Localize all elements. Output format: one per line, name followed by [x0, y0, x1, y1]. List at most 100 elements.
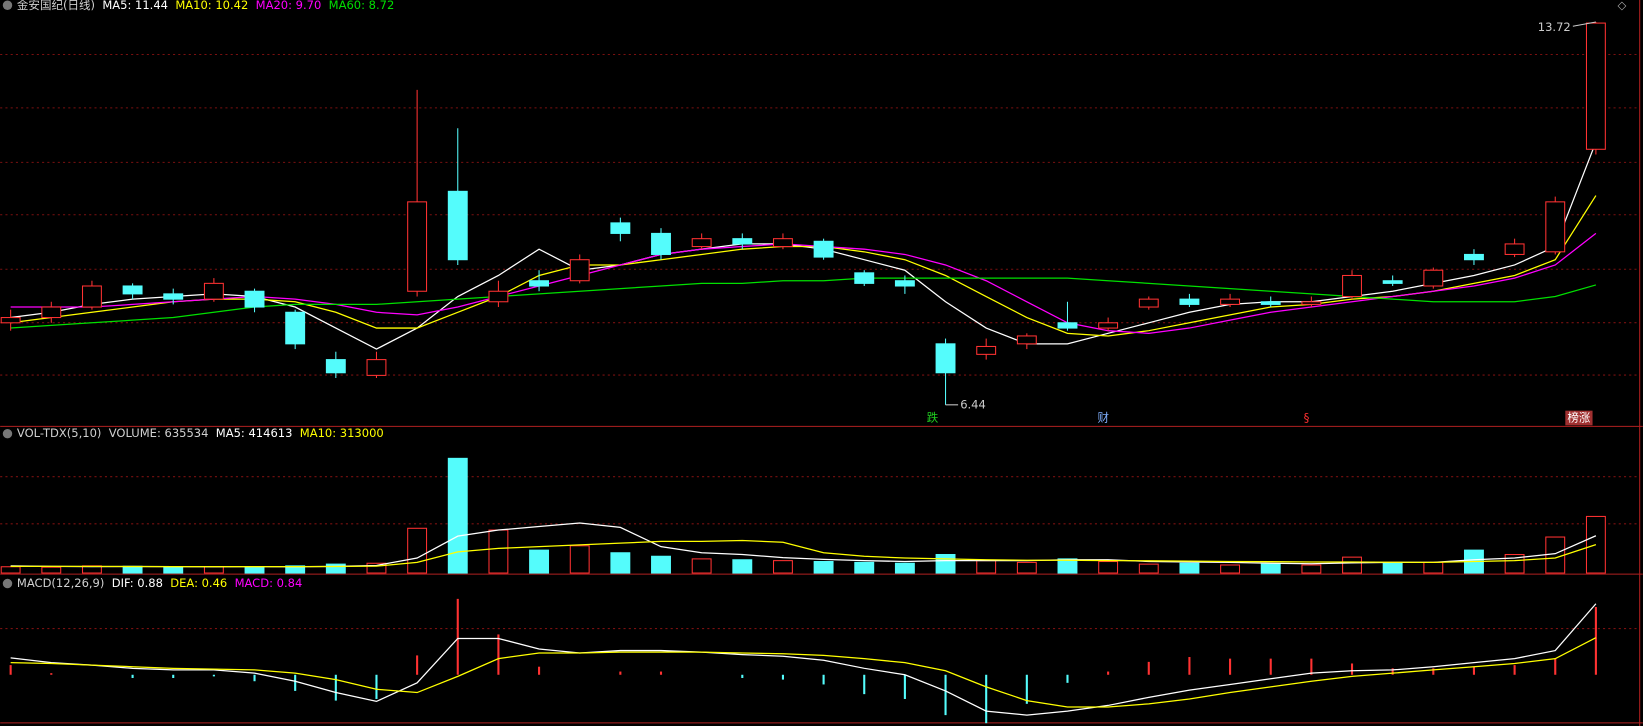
window-controls[interactable]: ◇ — [1617, 0, 1626, 12]
volume-bar — [203, 566, 224, 574]
volume-bar — [122, 565, 143, 574]
volume-bar — [1260, 563, 1281, 574]
legend-label: MACD(12,26,9) — [17, 576, 104, 590]
volume-bar — [976, 560, 997, 574]
candle-body — [691, 238, 712, 248]
candle-body — [203, 282, 224, 300]
candle-body — [1382, 280, 1403, 284]
candle-body — [163, 293, 184, 300]
ma-line — [10, 195, 1597, 337]
ma-line — [10, 277, 1597, 329]
candle-body — [41, 306, 62, 319]
event-marker[interactable]: 跌 — [927, 411, 939, 425]
event-marker[interactable]: 榜涨 — [1567, 411, 1591, 425]
candle-body — [732, 238, 753, 245]
event-marker[interactable]: § — [1304, 411, 1310, 425]
event-marker[interactable]: 财 — [1098, 411, 1110, 425]
volume-bar — [1057, 558, 1078, 574]
volume-bar — [407, 527, 428, 574]
legend-label: VOLUME: 635534 — [109, 426, 209, 440]
candle-body — [122, 285, 143, 295]
volume-bar — [569, 545, 590, 574]
volume-bar — [935, 553, 956, 574]
candle-body — [813, 240, 834, 258]
candle-body — [1057, 322, 1078, 329]
candle-body — [325, 359, 346, 374]
legend-label: 金安国纪(日线) — [17, 0, 95, 12]
annotation-arrow — [1572, 21, 1596, 27]
candle-body — [1464, 253, 1484, 261]
legend-label: MA5: 414613 — [216, 426, 293, 440]
legend-label: MA5: 11.44 — [102, 0, 168, 12]
candle-body — [1098, 322, 1119, 329]
candle-body — [1179, 298, 1200, 305]
volume-bar — [447, 457, 468, 574]
min-price-label: 6.44 — [960, 397, 986, 411]
max-price-label: 13.72 — [1538, 20, 1571, 34]
legend-label: VOL-TDX(5,10) — [17, 426, 101, 440]
legend-label: MA20: 9.70 — [256, 0, 322, 12]
legend-label: MA60: 8.72 — [329, 0, 395, 12]
volume-bar — [244, 567, 265, 574]
legend-label: MACD: 0.84 — [235, 576, 303, 590]
volume-bar — [691, 558, 712, 574]
panel-menu-icon[interactable] — [2, 429, 13, 439]
volume-bar — [610, 552, 631, 574]
candle-body — [1585, 22, 1606, 150]
ma-line — [10, 603, 1597, 716]
volume-bar — [1423, 561, 1444, 574]
volume-bar — [41, 566, 62, 574]
candle-body — [1260, 301, 1281, 305]
volume-bar — [1179, 562, 1200, 574]
candle-body — [488, 290, 509, 303]
panel-menu-icon[interactable] — [2, 0, 13, 10]
volume-bar — [1504, 553, 1525, 574]
volume-bar — [772, 560, 793, 574]
marker-background — [1565, 410, 1593, 426]
ma-line — [10, 539, 1597, 568]
candle-body — [569, 259, 590, 282]
volume-bar — [488, 529, 509, 574]
candle-body — [407, 201, 428, 292]
volume-bar — [325, 563, 346, 574]
volume-bar — [651, 555, 671, 574]
volume-bar — [366, 562, 387, 574]
legend-label: DIF: 0.88 — [112, 576, 163, 590]
candle-body — [529, 280, 550, 287]
volume-bar — [1342, 556, 1362, 574]
volume-bar — [1098, 560, 1119, 574]
legend-label: DEA: 0.46 — [170, 576, 227, 590]
candle-body — [244, 290, 265, 308]
legend-label: MA10: 10.42 — [175, 0, 248, 12]
candle-body — [81, 285, 102, 308]
candle-body — [1301, 301, 1322, 305]
candle-body — [1220, 298, 1241, 305]
volume-bar — [529, 549, 550, 574]
volume-bar — [854, 561, 875, 574]
ma-line — [10, 637, 1597, 708]
volume-bar — [1301, 564, 1322, 574]
volume-bar — [1016, 561, 1037, 574]
candle-body — [651, 232, 671, 255]
candle-body — [772, 238, 793, 248]
candle-body — [366, 359, 387, 376]
candle-body — [1016, 335, 1037, 345]
volume-bar — [732, 559, 753, 574]
candle-body — [1423, 269, 1444, 287]
candle-body — [894, 280, 915, 287]
volume-bar — [1545, 536, 1566, 574]
candle-body — [1138, 298, 1159, 308]
candle-body — [854, 272, 875, 284]
candle-body — [935, 343, 956, 374]
candle-body — [976, 345, 997, 355]
volume-bar — [285, 565, 306, 574]
volume-bar — [1138, 563, 1159, 574]
volume-bar — [894, 562, 915, 574]
volume-bar — [0, 566, 21, 574]
candle-body — [1342, 274, 1362, 298]
panel-menu-icon[interactable] — [2, 578, 13, 589]
candle-body — [1545, 201, 1566, 253]
